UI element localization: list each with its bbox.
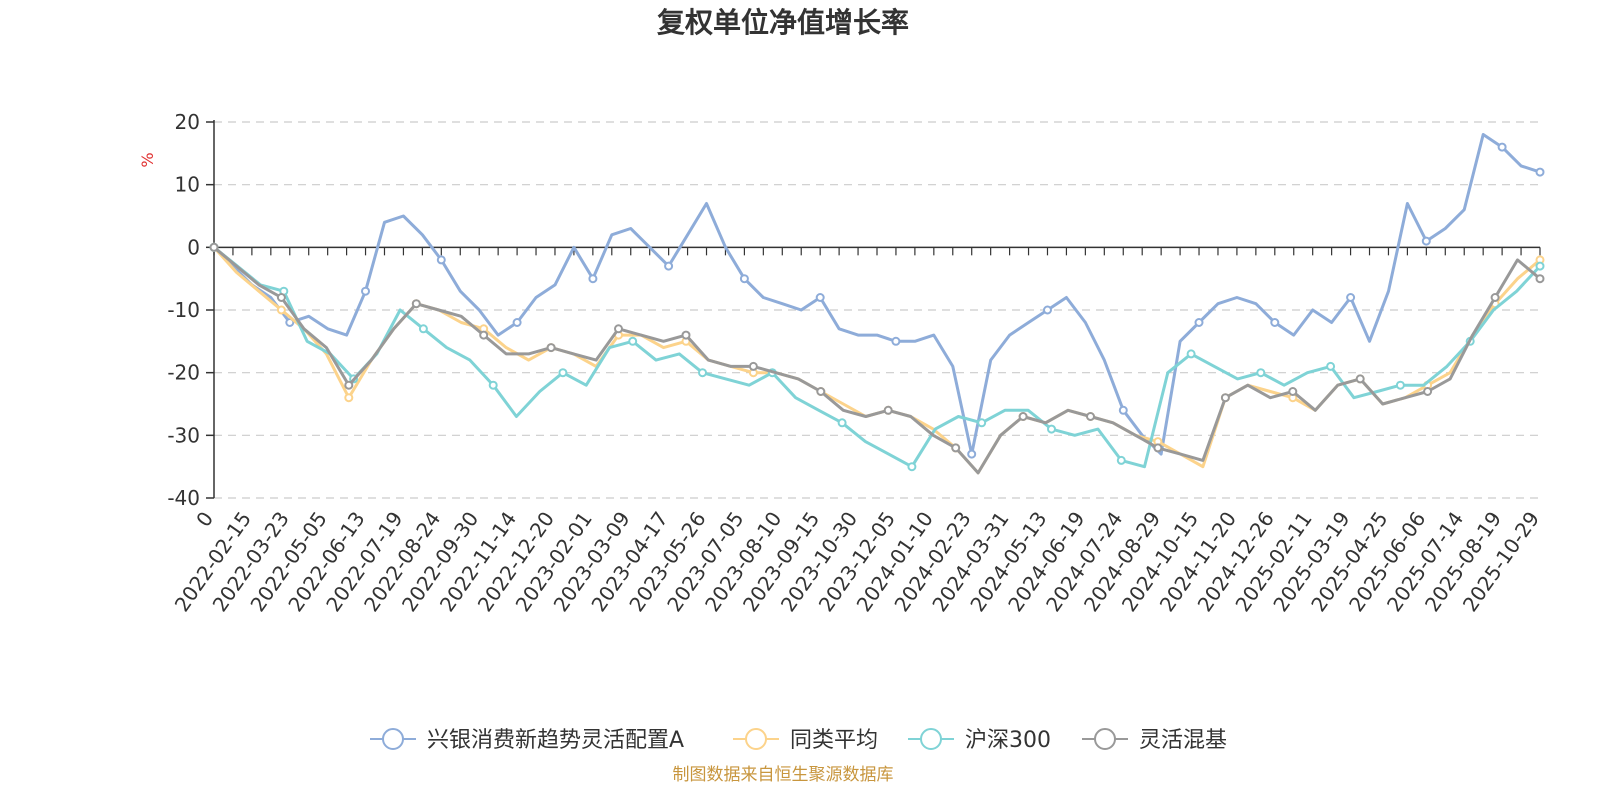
- data-point: [1326, 361, 1336, 371]
- data-point: [588, 274, 598, 284]
- data-point: [891, 336, 901, 346]
- data-point: [816, 387, 826, 396]
- legend-item-0[interactable]: 兴银消费新趋势灵活配置A: [370, 728, 684, 753]
- data-point: [411, 299, 421, 309]
- data-point: [1423, 387, 1433, 396]
- data-point: [1346, 293, 1356, 302]
- data-point: [977, 418, 987, 428]
- data-point: [628, 336, 638, 346]
- series-line-0: [212, 133, 1542, 456]
- data-point: [951, 443, 961, 453]
- data-point: [1018, 412, 1028, 421]
- y-tick-label: 20: [175, 110, 200, 134]
- data-point: [614, 324, 623, 334]
- data-point: [815, 293, 825, 302]
- data-point: [1043, 305, 1052, 315]
- data-point: [698, 368, 707, 378]
- data-point: [837, 418, 847, 428]
- data-point: [1535, 167, 1545, 177]
- data-point: [276, 305, 286, 315]
- data-point: [883, 405, 893, 415]
- data-point: [907, 462, 917, 472]
- data-point: [344, 380, 354, 390]
- data-point: [1118, 405, 1128, 415]
- data-point: [681, 330, 691, 340]
- series-line-1: [212, 245, 1542, 475]
- data-point: [344, 393, 354, 403]
- data-point: [1256, 368, 1266, 378]
- legend-marker: [920, 728, 942, 750]
- data-point: [1395, 380, 1405, 390]
- data-point: [1535, 261, 1545, 271]
- legend-item-3[interactable]: 灵活混基: [1082, 728, 1227, 753]
- data-point: [418, 324, 428, 334]
- grid-lines: [214, 121, 1540, 499]
- data-source-note: 制图数据来自恒生聚源数据库: [673, 765, 894, 785]
- data-point: [1490, 293, 1500, 302]
- data-point: [1086, 412, 1095, 421]
- data-point: [361, 286, 370, 296]
- legend-label: 沪深300: [965, 728, 1051, 753]
- data-point: [479, 330, 489, 340]
- data-point: [1497, 142, 1507, 152]
- legend-item-2[interactable]: 沪深300: [908, 728, 1051, 753]
- data-point: [546, 343, 556, 353]
- legend-item-1[interactable]: 同类平均: [733, 728, 878, 753]
- legend-marker: [745, 728, 767, 750]
- data-point: [1421, 236, 1431, 246]
- y-tick-label: -30: [167, 423, 200, 447]
- legend-marker: [1094, 728, 1116, 750]
- data-point: [967, 449, 977, 459]
- data-point: [1047, 424, 1056, 434]
- data-point: [1153, 443, 1163, 453]
- data-point: [1220, 393, 1230, 403]
- data-point: [436, 255, 446, 265]
- data-point: [1288, 387, 1298, 396]
- y-tick-label: -20: [167, 361, 200, 385]
- data-point: [285, 318, 295, 327]
- y-tick-label: 0: [187, 235, 200, 259]
- legend-marker: [382, 728, 404, 750]
- data-point: [512, 318, 522, 327]
- data-point: [558, 368, 568, 378]
- legend-label: 灵活混基: [1139, 728, 1227, 753]
- data-point: [1116, 455, 1126, 465]
- data-point: [739, 274, 749, 284]
- data-point: [1535, 274, 1545, 284]
- y-tick-label: -40: [167, 486, 200, 510]
- series-lines: [209, 133, 1545, 475]
- legend-label: 兴银消费新趋势灵活配置A: [427, 728, 684, 753]
- y-axis-unit: %: [138, 152, 157, 167]
- data-point: [664, 261, 674, 271]
- data-point: [276, 293, 286, 302]
- data-point: [488, 380, 498, 390]
- data-point: [209, 242, 219, 252]
- data-point: [1270, 318, 1280, 327]
- x-tick-label: 0: [191, 507, 218, 531]
- legend-label: 同类平均: [790, 728, 878, 753]
- chart-title: 复权单位净值增长率: [657, 6, 909, 39]
- data-point: [1194, 318, 1204, 327]
- data-point: [748, 361, 758, 371]
- legend[interactable]: 兴银消费新趋势灵活配置A 同类平均 沪深300 灵活混基: [370, 728, 1227, 753]
- series-line-2: [212, 245, 1542, 469]
- data-point: [1355, 374, 1365, 384]
- data-point: [1186, 349, 1196, 359]
- y-tick-label: 10: [175, 173, 200, 197]
- axes: 20100-10-20-30-4002022-02-152022-03-2320…: [167, 110, 1544, 616]
- series-line-3: [212, 245, 1542, 475]
- y-tick-label: -10: [167, 298, 200, 322]
